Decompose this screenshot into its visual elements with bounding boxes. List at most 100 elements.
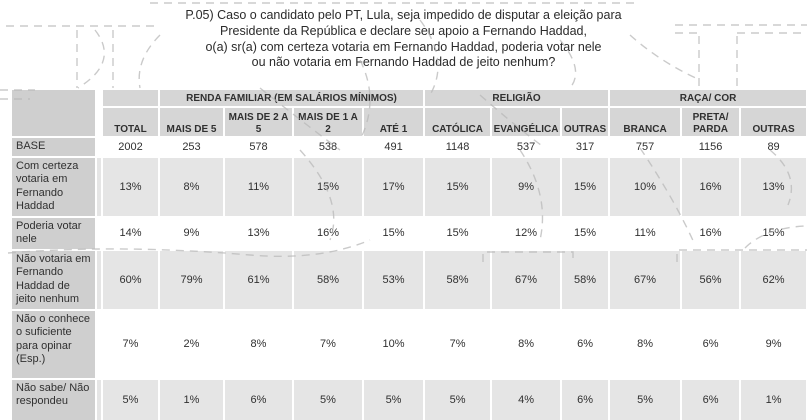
table-cell: 6% [680, 377, 742, 420]
gutter-cell [95, 155, 103, 218]
column-header: ATÉ 1 [361, 106, 426, 138]
column-group-header: RAÇA/ COR [608, 88, 807, 108]
table-cell: 15% [423, 155, 493, 218]
table-cell: 757 [608, 136, 683, 158]
table-cell: 8% [490, 308, 563, 380]
table-cell: 12% [490, 215, 563, 251]
table-cell: 1% [739, 377, 807, 420]
table-cell: 16% [680, 215, 742, 251]
table-cell: 89 [739, 136, 807, 158]
column-header: TOTAL [101, 106, 160, 138]
table-cell: 62% [739, 248, 807, 311]
table-cell: 1% [158, 377, 225, 420]
table-cell: 2% [158, 308, 225, 380]
table-cell: 13% [739, 155, 807, 218]
column-header: MAIS DE 1 A 2 [292, 106, 364, 138]
row-label-column-header [10, 88, 97, 138]
table-cell: 2002 [101, 136, 160, 158]
table-cell: 317 [560, 136, 611, 158]
column-header: OUTRAS [560, 106, 611, 138]
table-cell: 15% [560, 155, 611, 218]
table-cell: 15% [361, 215, 426, 251]
table-cell: 5% [292, 377, 364, 420]
table-cell: 6% [223, 377, 294, 420]
table-cell: 491 [361, 136, 426, 158]
table-cell: 67% [608, 248, 683, 311]
row-label: Não o conhece o suficiente para opinar (… [10, 308, 97, 380]
group-header-row: RENDA FAMILIAR (EM SALÁRIOS MÍNIMOS) RELI… [10, 88, 807, 138]
table-cell: 5% [101, 377, 160, 420]
table-row: BASE 2002 253 578 538 491 1148 537 317 757 1156 89 [10, 136, 807, 158]
table-cell: 10% [608, 155, 683, 218]
table-cell: 7% [101, 308, 160, 380]
table-cell: 56% [680, 248, 742, 311]
table-cell: 8% [223, 308, 294, 380]
table-cell: 538 [292, 136, 364, 158]
table-cell: 1156 [680, 136, 742, 158]
table-cell: 13% [101, 155, 160, 218]
column-header: PRETA/ PARDA [680, 106, 742, 138]
table-cell: 60% [101, 248, 160, 311]
table-cell: 15% [560, 215, 611, 251]
table-cell: 9% [739, 308, 807, 380]
column-header: EVANGÉLICA [490, 106, 563, 138]
gutter-cell [95, 308, 103, 380]
table-row: Com certeza votaria em Fernando Haddad 13… [10, 155, 807, 218]
row-label: Não votaria em Fernando Haddad de jeito … [10, 248, 97, 311]
table-cell: 15% [739, 215, 807, 251]
table-body: BASE 2002 253 578 538 491 1148 537 317 757 1156 89 C… [10, 136, 807, 420]
table-cell: 7% [423, 308, 493, 380]
table-cell: 6% [560, 377, 611, 420]
row-label: Com certeza votaria em Fernando Haddad [10, 155, 97, 218]
table-cell: 7% [292, 308, 364, 380]
column-group-header: RELIGIÃO [423, 88, 611, 108]
column-header: OUTRAS [739, 106, 807, 138]
table-cell: 5% [608, 377, 683, 420]
table-cell: 61% [223, 248, 294, 311]
table-cell: 8% [158, 155, 225, 218]
table-cell: 58% [423, 248, 493, 311]
column-header: BRANCA [608, 106, 683, 138]
table-row: Poderia votar nele 14% 9% 13% 16% 15% 15% 12% 15… [10, 215, 807, 251]
column-header: CATÓLICA [423, 106, 493, 138]
table-row: Não votaria em Fernando Haddad de jeito … [10, 248, 807, 311]
table-cell: 13% [223, 215, 294, 251]
table-cell: 17% [361, 155, 426, 218]
table-cell: 5% [361, 377, 426, 420]
table-cell: 9% [158, 215, 225, 251]
table-header: RENDA FAMILIAR (EM SALÁRIOS MÍNIMOS) RELI… [10, 88, 807, 138]
table-cell: 537 [490, 136, 563, 158]
table-cell: 15% [423, 215, 493, 251]
table-cell: 8% [608, 308, 683, 380]
table-row: Não sabe/ Não respondeu 5% 1% 6% 5% 5% 5% 4% 6% 5… [10, 377, 807, 420]
table-cell: 53% [361, 248, 426, 311]
table-cell: 58% [292, 248, 364, 311]
table-cell: 15% [292, 155, 364, 218]
question-title: P.05) Caso o candidato pelo PT, Lula, se… [185, 8, 622, 70]
table-cell: 11% [223, 155, 294, 218]
column-group-header: RENDA FAMILIAR (EM SALÁRIOS MÍNIMOS) [157, 88, 426, 108]
column-header: MAIS DE 5 [158, 106, 225, 138]
table-row: Não o conhece o suficiente para opinar (… [10, 308, 807, 380]
group-header-spacer [101, 88, 160, 108]
table-cell: 11% [608, 215, 683, 251]
row-label: Não sabe/ Não respondeu [10, 377, 97, 420]
table-cell: 6% [680, 308, 742, 380]
table-cell: 79% [158, 248, 225, 311]
row-label: BASE [10, 136, 97, 158]
table-cell: 5% [423, 377, 493, 420]
table-cell: 4% [490, 377, 563, 420]
row-label: Poderia votar nele [10, 215, 97, 251]
table-cell: 10% [361, 308, 426, 380]
gutter-column-header [95, 88, 103, 138]
table-cell: 67% [490, 248, 563, 311]
table-cell: 16% [292, 215, 364, 251]
crosstab-table: RENDA FAMILIAR (EM SALÁRIOS MÍNIMOS) RELI… [10, 88, 807, 420]
column-header: MAIS DE 2 A 5 [223, 106, 294, 138]
column-header-row: TOTAL MAIS DE 5 MAIS DE 2 A 5 MAIS DE 1 A 2… [11, 106, 807, 138]
table-cell: 16% [680, 155, 742, 218]
table-cell: 9% [490, 155, 563, 218]
table-cell: 58% [560, 248, 611, 311]
gutter-cell [95, 377, 103, 420]
